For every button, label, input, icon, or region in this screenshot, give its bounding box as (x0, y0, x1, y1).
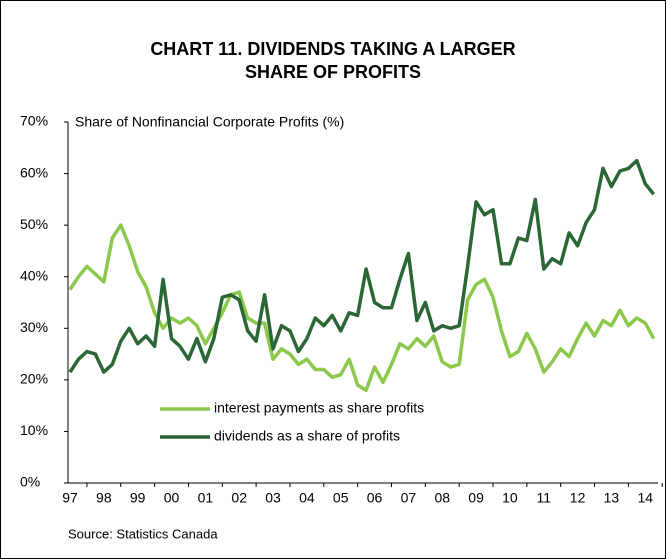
x-tick-label: 07 (401, 490, 417, 506)
x-tick-label: 01 (198, 490, 214, 506)
x-tick-label: 10 (502, 490, 518, 506)
x-tick-label: 03 (265, 490, 281, 506)
y-tick-label: 30% (20, 319, 48, 335)
x-tick-label: 02 (231, 490, 247, 506)
y-tick-label: 20% (20, 371, 48, 387)
x-tick-label: 05 (333, 490, 349, 506)
series-line (68, 158, 656, 374)
y-tick-label: 0% (20, 474, 40, 490)
x-tick-label: 04 (299, 490, 315, 506)
x-tick-label: 14 (637, 490, 653, 506)
y-tick-label: 10% (20, 422, 48, 438)
x-tick-label: 99 (130, 490, 146, 506)
x-tick-label: 98 (96, 490, 112, 506)
x-tick-label: 12 (570, 490, 586, 506)
x-tick-label: 00 (164, 490, 180, 506)
legend-label: dividends as a share of profits (214, 428, 400, 444)
x-tick-label: 08 (434, 490, 450, 506)
legend-label: interest payments as share profits (214, 400, 424, 416)
chart-title: CHART 11. DIVIDENDS TAKING A LARGER (150, 39, 515, 59)
x-tick-label: 11 (536, 490, 551, 506)
x-tick-label: 97 (62, 490, 78, 506)
y-tick-label: 60% (20, 164, 48, 180)
y-tick-label: 70% (20, 113, 48, 129)
y-axis-label: Share of Nonfinancial Corporate Profits … (75, 114, 344, 130)
chart-title: SHARE OF PROFITS (245, 62, 421, 82)
series-line (68, 223, 656, 392)
x-tick-label: 13 (604, 490, 620, 506)
x-tick-label: 09 (468, 490, 484, 506)
y-tick-label: 50% (20, 216, 48, 232)
source: Source: Statistics Canada (68, 526, 218, 541)
y-tick-label: 40% (20, 267, 48, 283)
x-tick-label: 06 (367, 490, 383, 506)
